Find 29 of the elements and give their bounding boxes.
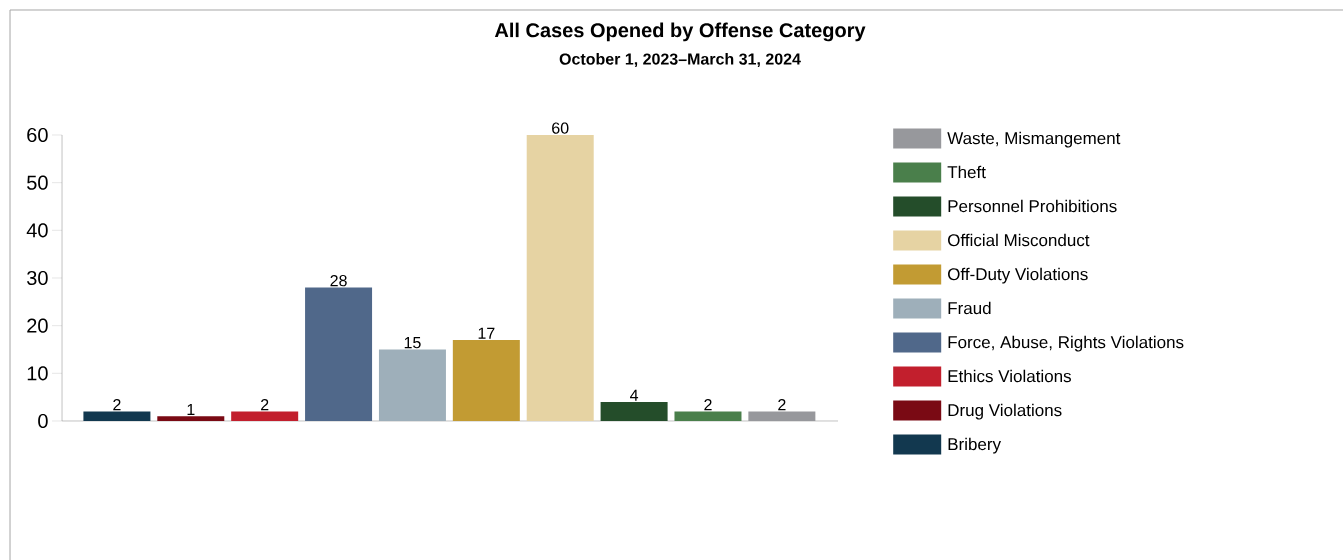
y-tick-label: 10: [27, 366, 48, 381]
data-label: 28: [330, 274, 347, 287]
data-label: 2: [261, 399, 269, 411]
legend-label: Drug Violations: [948, 403, 1062, 420]
y-tick-label: 60: [27, 127, 48, 143]
data-label: 2: [704, 399, 712, 411]
data-label: 2: [778, 399, 786, 411]
legend-label: Waste, Mismangement: [947, 131, 1121, 148]
data-label: 4: [630, 389, 639, 401]
legend-label: Off-Duty Violations: [948, 267, 1088, 284]
data-label: 60: [552, 122, 569, 134]
y-tick-label: 40: [26, 223, 48, 238]
y-tick-label: 30: [27, 270, 48, 286]
legend-label: Force, Abuse, Rights Violations: [948, 335, 1184, 352]
data-label: 2: [113, 399, 121, 411]
y-tick-label: 50: [27, 175, 48, 190]
legend-label: Personnel Prohibitions: [948, 199, 1117, 213]
legend-label: Fraud: [948, 301, 991, 315]
legend-label: Ethics Violations: [948, 369, 1071, 383]
chart-title: All Cases Opened by Offense Category: [494, 22, 866, 42]
legend-label: Official Misconduct: [948, 233, 1090, 247]
legend-label: Bribery: [948, 437, 1002, 454]
legend-label: Theft: [947, 165, 986, 179]
y-tick-label: 20: [27, 318, 48, 333]
data-label: 17: [478, 327, 495, 339]
chart-subtitle: October 1, 2023–March 31, 2024: [559, 52, 801, 68]
y-tick-label: 0: [38, 413, 48, 429]
data-label: 15: [404, 337, 421, 349]
data-label: 1: [187, 404, 195, 416]
